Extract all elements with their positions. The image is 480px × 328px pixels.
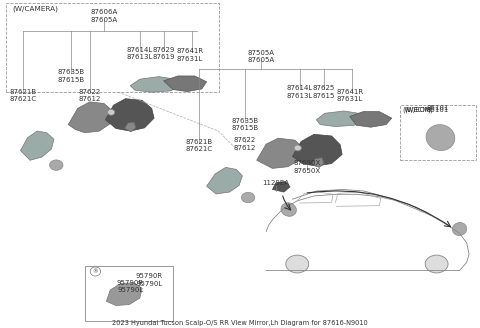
Ellipse shape	[108, 109, 115, 115]
Text: 87622
87612: 87622 87612	[234, 137, 256, 151]
Polygon shape	[350, 112, 392, 127]
Ellipse shape	[294, 145, 301, 151]
Polygon shape	[106, 99, 154, 131]
Text: 85101: 85101	[427, 105, 449, 112]
Text: (W/ECM): (W/ECM)	[402, 107, 431, 113]
Text: 87621B
87621C: 87621B 87621C	[186, 139, 213, 153]
Ellipse shape	[49, 160, 63, 170]
Polygon shape	[130, 77, 180, 92]
Text: 87625
87615: 87625 87615	[312, 85, 335, 99]
Text: 87505A
87605A: 87505A 87605A	[248, 50, 275, 63]
Bar	[6, 3, 218, 92]
Text: 87641R
87631L: 87641R 87631L	[176, 48, 204, 62]
Polygon shape	[68, 102, 114, 133]
Ellipse shape	[241, 192, 255, 203]
Bar	[400, 105, 476, 160]
Polygon shape	[107, 283, 142, 305]
Text: ®: ®	[93, 269, 98, 274]
Polygon shape	[312, 158, 324, 167]
Text: 85101: 85101	[427, 107, 449, 113]
Text: 87629
87619: 87629 87619	[152, 47, 175, 60]
Text: 87614L
87613L: 87614L 87613L	[287, 85, 313, 99]
Polygon shape	[206, 167, 242, 194]
Polygon shape	[273, 181, 290, 192]
Text: 87614L
87613L: 87614L 87613L	[127, 47, 153, 60]
Bar	[85, 266, 173, 321]
Text: 87635B
87615B: 87635B 87615B	[231, 118, 258, 131]
Polygon shape	[124, 122, 136, 132]
Text: 95790R
95790L: 95790R 95790L	[117, 280, 144, 294]
Ellipse shape	[425, 255, 448, 273]
Text: 87606A
87605A: 87606A 87605A	[90, 9, 118, 23]
Text: 87621B
87621C: 87621B 87621C	[9, 89, 36, 102]
Text: 87641R
87631L: 87641R 87631L	[336, 89, 363, 102]
Ellipse shape	[281, 203, 296, 216]
Polygon shape	[257, 138, 303, 168]
Text: 2023 Hyundai Tucson Scalp-O/S RR View Mirror,Lh Diagram for 87616-N9010: 2023 Hyundai Tucson Scalp-O/S RR View Mi…	[112, 320, 368, 326]
Ellipse shape	[286, 255, 309, 273]
Text: 95790R
95790L: 95790R 95790L	[136, 274, 163, 287]
Polygon shape	[21, 131, 54, 160]
Ellipse shape	[452, 222, 467, 236]
Text: (W/ECM): (W/ECM)	[405, 107, 433, 113]
Text: 1129EA: 1129EA	[262, 180, 289, 186]
Text: (W/CAMERA): (W/CAMERA)	[12, 6, 58, 12]
Text: 87690X
87650X: 87690X 87650X	[293, 160, 321, 174]
Polygon shape	[316, 111, 364, 127]
Polygon shape	[292, 134, 342, 166]
Polygon shape	[164, 76, 206, 92]
Text: 87635B
87615B: 87635B 87615B	[57, 69, 84, 83]
Text: 87622
87612: 87622 87612	[79, 89, 101, 102]
Ellipse shape	[426, 125, 455, 151]
